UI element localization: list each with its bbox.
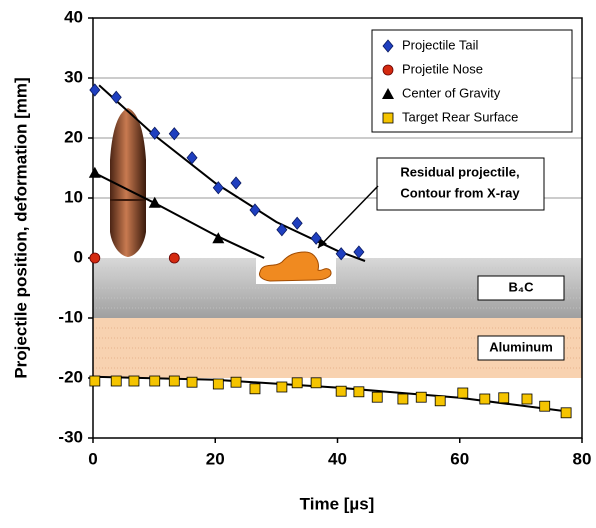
- data-point: [249, 203, 261, 217]
- data-point: [498, 392, 510, 404]
- data-point: [335, 247, 347, 261]
- data-point: [310, 231, 322, 245]
- legend: [371, 29, 573, 133]
- data-point: [89, 375, 101, 387]
- data-point: [89, 252, 101, 264]
- data-point: [539, 400, 551, 412]
- data-point: [457, 387, 469, 399]
- data-point: [212, 378, 224, 390]
- annotation-line: Residual projectile,: [400, 164, 519, 179]
- data-point: [276, 223, 288, 237]
- data-point: [434, 395, 446, 407]
- legend-label: Projectile Tail: [402, 37, 478, 52]
- x-tick-label: 80: [573, 449, 592, 468]
- x-axis-label: Time [µs]: [300, 494, 375, 513]
- y-tick-label: 10: [64, 187, 83, 206]
- legend-marker: [382, 64, 394, 76]
- data-point: [479, 393, 491, 405]
- x-tick-label: 20: [206, 449, 225, 468]
- data-point: [149, 126, 161, 140]
- annotation-box: [376, 157, 545, 211]
- data-point: [110, 375, 122, 387]
- y-tick-label: -30: [58, 427, 83, 446]
- plot-frame: [92, 17, 583, 439]
- data-point: [353, 245, 365, 259]
- data-point: [148, 196, 161, 208]
- data-point: [186, 151, 198, 165]
- data-point: [291, 377, 303, 389]
- data-point: [128, 375, 140, 387]
- legend-label: Center of Gravity: [402, 85, 501, 100]
- data-point: [415, 391, 427, 403]
- y-tick-label: -10: [58, 307, 83, 326]
- y-tick-label: 0: [74, 247, 83, 266]
- x-tick-label: 0: [88, 449, 97, 468]
- x-tick-label: 40: [328, 449, 347, 468]
- y-tick-label: -20: [58, 367, 83, 386]
- annotation-arrow: [317, 185, 379, 249]
- data-point: [397, 393, 409, 405]
- data-point: [291, 216, 303, 230]
- data-point: [371, 391, 383, 403]
- annotation-line: Contour from X-ray: [400, 185, 520, 200]
- data-point: [521, 393, 533, 405]
- y-tick-label: 30: [64, 67, 83, 86]
- data-point: [168, 252, 180, 264]
- y-tick-label: 40: [64, 7, 83, 26]
- layer-label: Aluminum: [489, 339, 553, 354]
- legend-marker: [382, 88, 394, 99]
- data-point: [212, 181, 224, 195]
- data-point: [560, 407, 572, 419]
- y-axis-label: Projectile position, deformation [mm]: [11, 77, 30, 378]
- x-tick-label: 60: [450, 449, 469, 468]
- trend-line: [92, 171, 265, 259]
- data-point: [168, 375, 180, 387]
- data-point: [276, 381, 288, 393]
- y-tick-label: 20: [64, 127, 83, 146]
- data-point: [110, 90, 122, 104]
- legend-label: Target Rear Surface: [402, 109, 518, 124]
- data-point: [88, 166, 101, 178]
- data-point: [212, 232, 225, 244]
- legend-label: Projetile Nose: [402, 61, 483, 76]
- data-point: [89, 83, 101, 97]
- data-point: [335, 385, 347, 397]
- data-point: [353, 386, 365, 398]
- data-point: [186, 376, 198, 388]
- data-point: [230, 176, 242, 190]
- legend-marker: [382, 39, 394, 53]
- data-point: [230, 376, 242, 388]
- residual-contour: [259, 251, 332, 282]
- legend-marker: [382, 112, 394, 124]
- data-point: [310, 377, 322, 389]
- layer-label-box: [477, 275, 565, 301]
- trend-line: [92, 375, 564, 412]
- layer-label: B₄C: [509, 279, 535, 294]
- layer-label-box: [477, 335, 565, 361]
- data-point: [249, 383, 261, 395]
- data-point: [149, 375, 161, 387]
- projectile-image: [110, 108, 146, 257]
- data-point: [168, 127, 180, 141]
